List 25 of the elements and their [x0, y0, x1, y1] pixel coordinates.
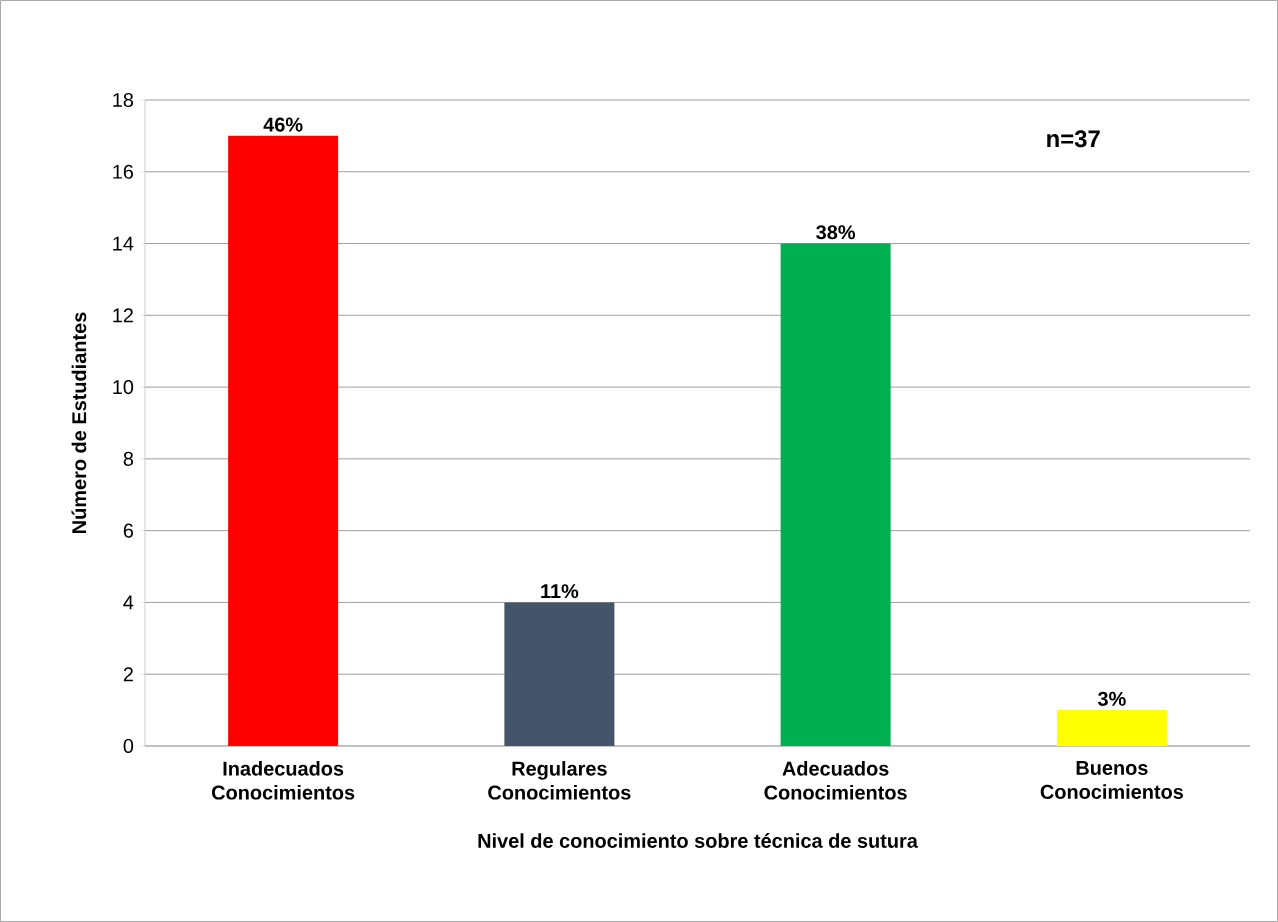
x-tick-label: Regulares Conocimientos: [488, 761, 631, 800]
y-tick-label: 18: [113, 92, 134, 108]
y-tick-label: 2: [123, 667, 133, 682]
x-axis-title: Nivel de conocimiento sobre técnica de sutura: [478, 833, 918, 848]
x-tick-label: Inadecuados Conocimientos: [211, 761, 355, 800]
y-tick-label: 12: [113, 308, 133, 323]
y-tick-label: 14: [113, 236, 134, 251]
annotation: 11%: [541, 584, 579, 599]
bar: [780, 243, 891, 746]
annotation: n=37: [1047, 130, 1100, 148]
bar: [228, 135, 339, 746]
y-tick-label: 16: [113, 164, 134, 179]
annotation: 38%: [816, 225, 856, 240]
y-tick-label: 0: [123, 738, 134, 754]
y-tick-label: 6: [123, 523, 134, 538]
y-axis-title: Número de Estudiantes: [71, 312, 87, 533]
annotation: 46%: [263, 117, 303, 132]
x-tick-label: Buenos Conocimientos: [1040, 761, 1184, 799]
bar: [504, 602, 615, 746]
x-tick-label: Adecuados Conocimientos: [764, 761, 907, 800]
bar: [1056, 710, 1167, 746]
y-tick-label: 10: [113, 380, 134, 395]
y-tick-label: 8: [123, 451, 134, 466]
annotation: 3%: [1097, 691, 1126, 706]
y-tick-label: 4: [123, 595, 134, 610]
